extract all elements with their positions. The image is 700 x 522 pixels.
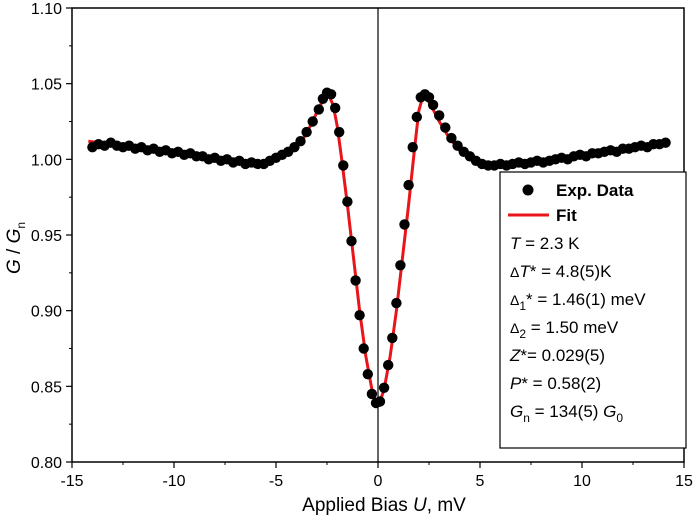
data-point — [338, 160, 349, 171]
data-point — [660, 137, 671, 148]
data-point — [391, 297, 402, 309]
fit-parameter: P* = 0.58(2) — [510, 374, 601, 393]
y-tick-label: 1.00 — [31, 152, 62, 169]
data-point — [301, 126, 312, 138]
x-tick-label: -10 — [162, 473, 185, 490]
data-point — [395, 260, 406, 271]
data-point — [399, 219, 410, 230]
data-point — [427, 99, 439, 111]
data-point — [423, 92, 435, 103]
x-tick-label: 15 — [675, 473, 693, 490]
data-point — [440, 122, 451, 133]
x-tick-label: 10 — [573, 473, 591, 490]
x-tick-label: 5 — [476, 473, 485, 490]
data-point — [354, 310, 365, 321]
data-point — [387, 332, 398, 344]
data-point — [403, 179, 414, 191]
tick-layer: -15 -10 -5 0 5 10 15 0.80 0.85 0.90 0.95 1.00 1.05 1.… — [31, 1, 693, 490]
x-tick-label: -15 — [60, 473, 83, 490]
data-point — [362, 369, 373, 380]
data-point — [346, 235, 357, 247]
y-axis-label: G / Gn — [4, 222, 28, 274]
y-tick-label: 0.85 — [31, 379, 62, 396]
fit-parameter: T = 2.3 K — [510, 234, 580, 253]
data-point — [350, 275, 361, 286]
fit-parameter: ΔT* = 4.8(5)K — [510, 262, 612, 281]
y-tick-label: 0.95 — [31, 228, 62, 245]
data-point — [325, 89, 337, 100]
legend-box — [499, 171, 687, 449]
data-point — [342, 196, 353, 207]
fit-parameter: Δ2 = 1.50 meV — [510, 318, 619, 341]
data-point — [330, 102, 341, 114]
data-point — [334, 126, 345, 138]
x-axis-label: Applied Bias U, mV — [302, 495, 466, 516]
y-tick-label: 0.80 — [31, 455, 62, 472]
legend: Exp. Data Fit T = 2.3 K ΔT* = 4.8(5)K Δ1* … — [499, 171, 687, 449]
fit-parameter: Gn = 134(5) G0 — [510, 402, 623, 425]
y-tick-label: 0.90 — [31, 304, 62, 321]
x-tick-label: 0 — [374, 473, 383, 490]
x-tick-label: -5 — [269, 473, 283, 490]
fit-parameter: Δ1* = 1.46(1) meV — [510, 290, 646, 313]
data-point — [411, 111, 422, 123]
data-point — [307, 116, 318, 127]
fit-parameter: Z*= 0.029(5) — [509, 346, 605, 365]
data-point — [434, 110, 445, 121]
data-point — [295, 136, 306, 147]
legend-entry-fit: Fit — [556, 206, 577, 225]
legend-data-marker — [522, 184, 534, 196]
data-point — [407, 142, 418, 153]
data-layer — [87, 87, 671, 409]
y-tick-label: 1.05 — [31, 77, 62, 94]
fit-parameters: T = 2.3 K ΔT* = 4.8(5)K Δ1* = 1.46(1) meV Δ… — [509, 234, 646, 425]
data-point — [378, 382, 390, 393]
data-point — [446, 132, 457, 144]
y-tick-label: 1.10 — [31, 1, 62, 18]
data-point — [366, 388, 378, 400]
data-point — [313, 104, 324, 115]
data-point — [358, 343, 369, 354]
data-point — [374, 396, 386, 407]
legend-entry-data: Exp. Data — [556, 181, 634, 200]
data-point — [383, 359, 394, 371]
